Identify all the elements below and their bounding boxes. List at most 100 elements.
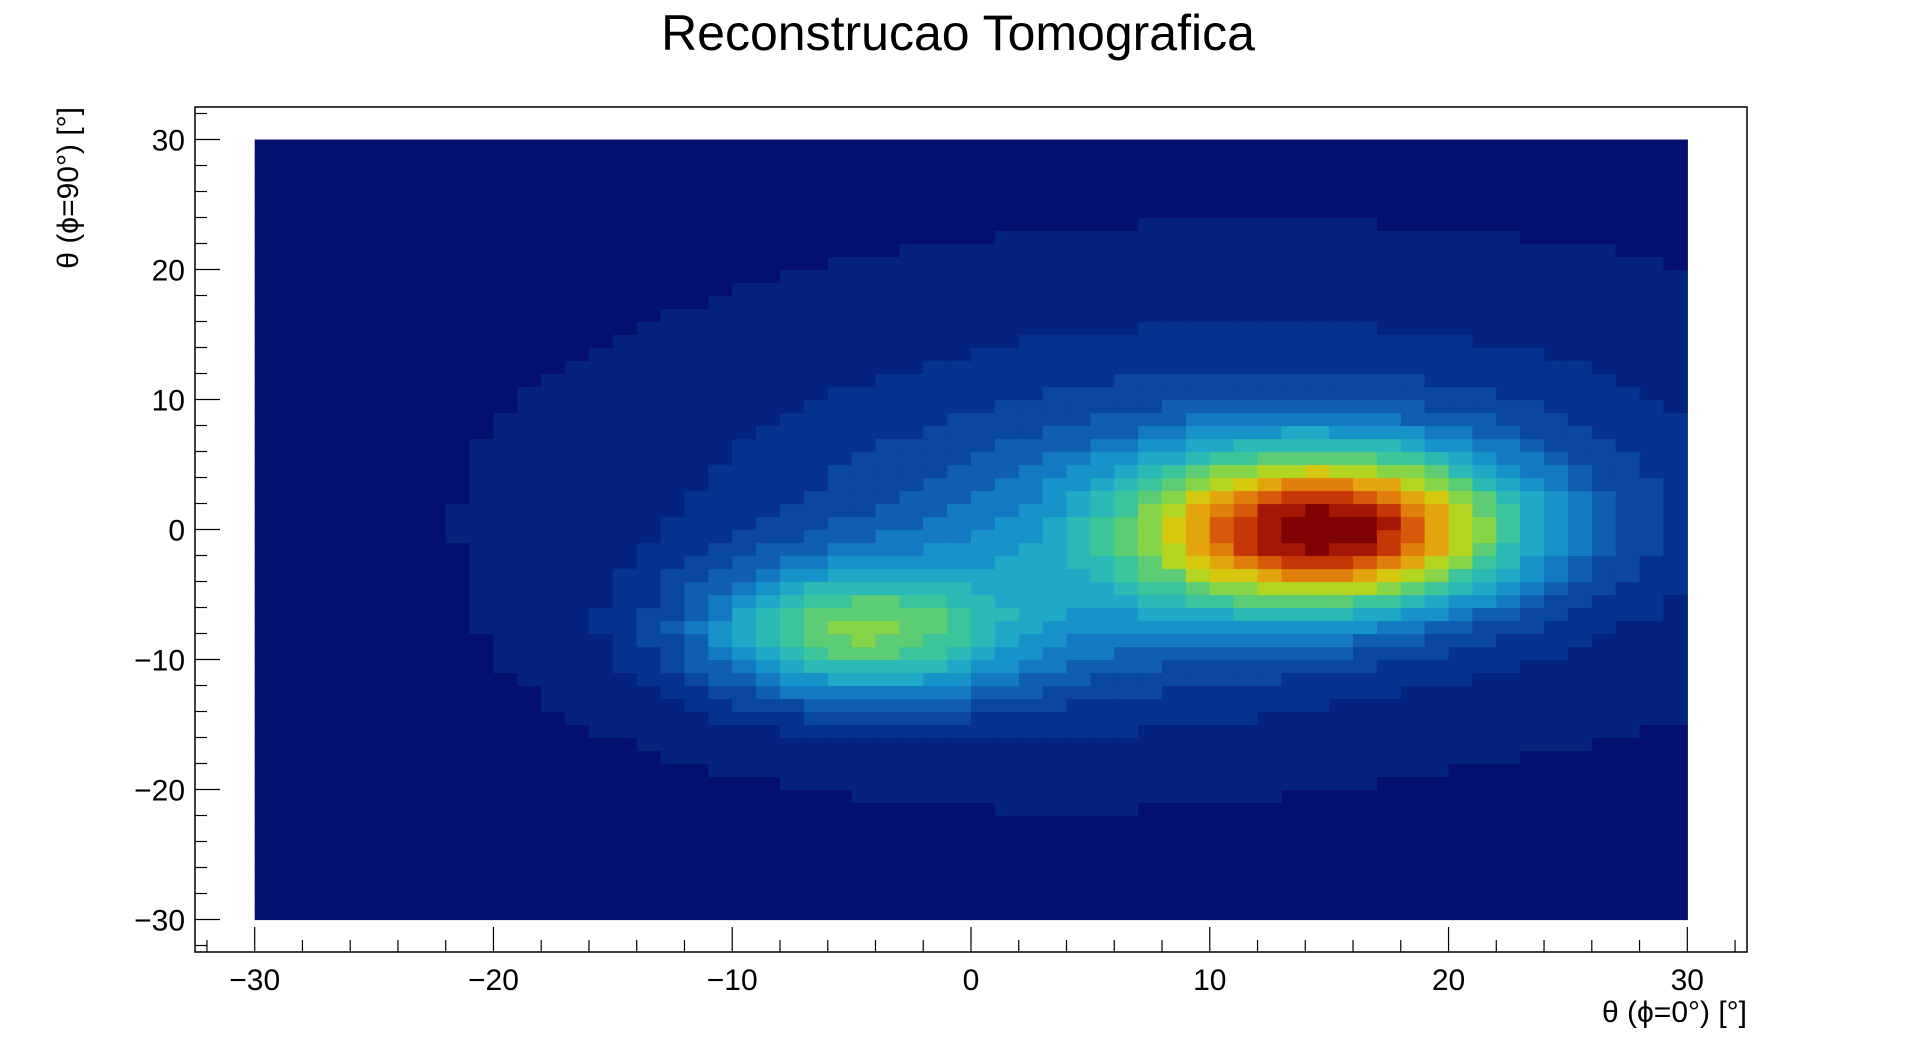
contour-cell <box>1185 360 1211 375</box>
contour-cell <box>1663 191 1688 206</box>
contour-cell <box>1544 399 1569 414</box>
contour-cell <box>1233 737 1259 752</box>
contour-cell <box>660 360 686 375</box>
contour-cell <box>1544 802 1569 817</box>
contour-cell <box>493 750 518 765</box>
contour-cell <box>565 425 590 440</box>
contour-cell <box>1138 451 1163 466</box>
contour-cell <box>1114 646 1139 661</box>
contour-cell <box>851 815 877 830</box>
contour-cell <box>803 386 829 401</box>
contour-cell <box>1329 542 1354 557</box>
contour-cell <box>1114 841 1139 856</box>
contour-cell <box>1066 399 1091 414</box>
contour-cell <box>1615 308 1641 323</box>
contour-cell <box>445 893 471 908</box>
contour-cell <box>541 464 566 479</box>
contour-cell <box>684 321 709 336</box>
contour-cell <box>660 516 686 531</box>
contour-cell <box>1305 802 1330 817</box>
contour-cell <box>1448 633 1474 648</box>
contour-cell <box>1639 815 1665 830</box>
contour-cell <box>1042 451 1068 466</box>
contour-cell <box>803 243 829 258</box>
contour-cell <box>1138 152 1163 167</box>
contour-cell <box>1496 217 1521 232</box>
contour-cell <box>1615 321 1641 336</box>
contour-cell <box>756 308 781 323</box>
contour-cell <box>684 334 709 349</box>
contour-cell <box>1639 841 1665 856</box>
contour-cell <box>517 282 542 297</box>
contour-cell <box>445 711 471 726</box>
contour-cell <box>1615 373 1641 388</box>
contour-cell <box>899 659 924 674</box>
contour-cell <box>803 230 829 245</box>
contour-cell <box>899 256 924 271</box>
contour-cell <box>302 802 327 817</box>
contour-cell <box>1663 776 1688 791</box>
contour-cell <box>1591 776 1617 791</box>
contour-cell <box>803 607 829 622</box>
contour-cell <box>565 776 590 791</box>
contour-cell <box>684 360 709 375</box>
contour-cell <box>421 139 447 154</box>
contour-cell <box>803 659 829 674</box>
contour-cell <box>1376 204 1402 219</box>
contour-cell <box>326 802 351 817</box>
contour-cell <box>1209 659 1235 674</box>
contour-cell <box>421 490 447 505</box>
contour-cell <box>1639 412 1665 427</box>
contour-cell <box>1281 230 1306 245</box>
contour-cell <box>1472 425 1497 440</box>
contour-cell <box>851 841 877 856</box>
contour-cell <box>1353 581 1378 596</box>
contour-cell <box>397 139 423 154</box>
contour-cell <box>565 152 590 167</box>
contour-cell <box>684 581 709 596</box>
contour-cell <box>1663 607 1688 622</box>
contour-cell <box>1305 230 1330 245</box>
contour-cell <box>899 503 924 518</box>
contour-cell <box>1639 503 1665 518</box>
contour-cell <box>1281 685 1306 700</box>
contour-cell <box>1305 555 1330 570</box>
contour-cell <box>588 659 614 674</box>
contour-cell <box>636 360 662 375</box>
contour-cell <box>1114 880 1139 895</box>
contour-cell <box>1162 737 1187 752</box>
contour-cell <box>1138 334 1163 349</box>
contour-cell <box>1520 880 1545 895</box>
contour-cell <box>827 854 853 869</box>
contour-cell <box>1400 295 1426 310</box>
contour-cell <box>923 581 948 596</box>
contour-cell <box>1257 282 1282 297</box>
contour-cell <box>1185 906 1211 921</box>
contour-cell <box>1233 516 1259 531</box>
contour-cell <box>1233 542 1259 557</box>
contour-cell <box>732 815 757 830</box>
contour-cell <box>493 763 518 778</box>
contour-cell <box>851 191 877 206</box>
contour-cell <box>1567 672 1593 687</box>
contour-cell <box>565 451 590 466</box>
contour-cell <box>851 204 877 219</box>
contour-cell <box>588 672 614 687</box>
contour-cell <box>421 867 447 882</box>
contour-cell <box>803 139 829 154</box>
contour-cell <box>1018 529 1044 544</box>
contour-cell <box>851 503 877 518</box>
contour-cell <box>732 269 757 284</box>
contour-cell <box>374 503 399 518</box>
contour-cell <box>947 633 972 648</box>
contour-cell <box>1114 282 1139 297</box>
contour-cell <box>636 542 662 557</box>
contour-cell <box>374 633 399 648</box>
contour-cell <box>1114 789 1139 804</box>
contour-cell <box>899 594 924 609</box>
contour-cell <box>1018 594 1044 609</box>
contour-cell <box>397 152 423 167</box>
contour-cell <box>254 607 280 622</box>
contour-cell <box>1138 672 1163 687</box>
contour-cell <box>660 529 686 544</box>
